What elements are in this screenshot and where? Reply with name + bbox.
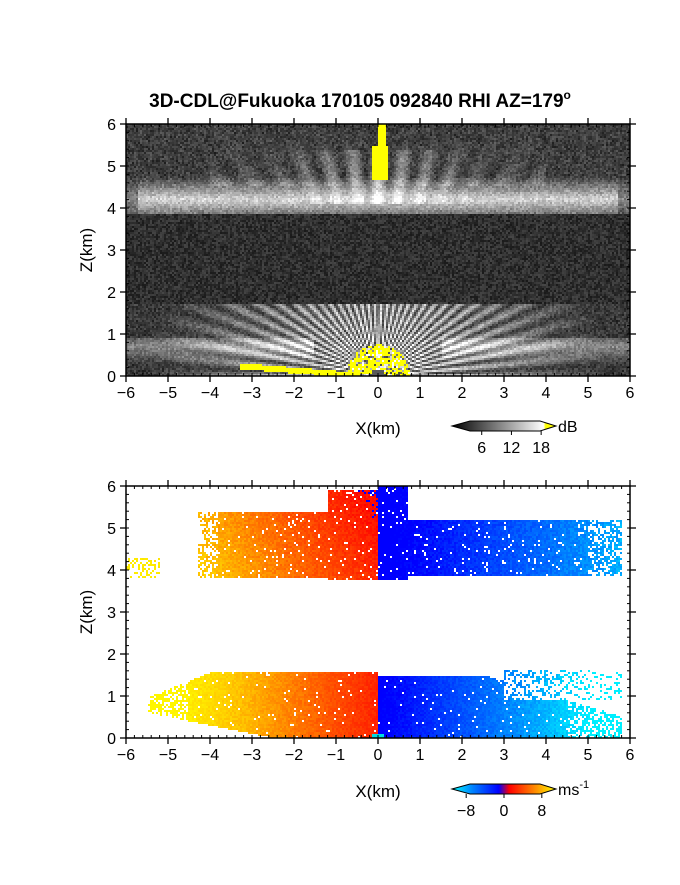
velocity-x-tick-label: −3 bbox=[243, 747, 261, 764]
reflectivity-x-tick-label: −1 bbox=[327, 385, 345, 402]
reflectivity-x-tick-label: 3 bbox=[500, 385, 509, 402]
velocity-y-tick-label: 2 bbox=[107, 647, 116, 664]
reflectivity-x-tick-label: 2 bbox=[458, 385, 467, 402]
velocity-panel: −6 −5 −4 −3 −2 −1 0 1 2 3 4 5 6 0 1 2 3 4 5 6 X(km) Z(km) −… bbox=[77, 479, 636, 820]
velocity-colorbar-tick: 8 bbox=[537, 803, 546, 820]
reflectivity-x-tick-label: 1 bbox=[416, 385, 425, 402]
velocity-y-tick-label: 5 bbox=[107, 521, 116, 538]
reflectivity-image bbox=[126, 124, 630, 376]
velocity-x-tick-label: 4 bbox=[542, 747, 551, 764]
reflectivity-x-tick-label: 0 bbox=[374, 385, 383, 402]
reflectivity-colorbar-unit: dB bbox=[558, 419, 578, 436]
reflectivity-x-tick-label: 5 bbox=[584, 385, 593, 402]
velocity-y-tick-label: 0 bbox=[107, 731, 116, 748]
velocity-x-tick-label: 5 bbox=[584, 747, 593, 764]
velocity-x-tick-label: −4 bbox=[201, 747, 219, 764]
velocity-x-tick-label: −6 bbox=[117, 747, 135, 764]
velocity-xlabel: X(km) bbox=[355, 782, 400, 801]
velocity-colorbar-tick: 0 bbox=[500, 803, 509, 820]
reflectivity-x-tick-label: −6 bbox=[117, 385, 135, 402]
reflectivity-colorbar-tick: 12 bbox=[503, 440, 521, 457]
velocity-ylabel: Z(km) bbox=[77, 590, 96, 634]
reflectivity-x-tick-label: 6 bbox=[626, 385, 635, 402]
reflectivity-x-tick-label: −5 bbox=[159, 385, 177, 402]
velocity-colorbar: −8 0 8 ms-1 bbox=[450, 779, 589, 820]
velocity-x-tick-label: 0 bbox=[374, 747, 383, 764]
reflectivity-x-tick-label: −3 bbox=[243, 385, 261, 402]
reflectivity-x-tick-label: −4 bbox=[201, 385, 219, 402]
velocity-x-tick-label: 1 bbox=[416, 747, 425, 764]
velocity-colorbar-tick: −8 bbox=[457, 803, 475, 820]
velocity-x-tick-label: −2 bbox=[285, 747, 303, 764]
velocity-y-tick-label: 4 bbox=[107, 563, 116, 580]
reflectivity-y-tick-label: 6 bbox=[107, 117, 116, 134]
figure-title: 3D-CDL@Fukuoka 170105 092840 RHI AZ=179o bbox=[149, 88, 571, 112]
velocity-image bbox=[126, 486, 630, 738]
velocity-x-tick-label: −5 bbox=[159, 747, 177, 764]
reflectivity-x-tick-label: −2 bbox=[285, 385, 303, 402]
reflectivity-y-tick-label: 3 bbox=[107, 243, 116, 260]
velocity-colorbar-unit: ms-1 bbox=[558, 779, 589, 799]
reflectivity-x-tick-label: 4 bbox=[542, 385, 551, 402]
reflectivity-y-tick-label: 1 bbox=[107, 327, 116, 344]
reflectivity-xlabel: X(km) bbox=[355, 419, 400, 438]
reflectivity-colorbar-tick: 18 bbox=[532, 440, 550, 457]
velocity-x-tick-label: 6 bbox=[626, 747, 635, 764]
reflectivity-y-tick-label: 2 bbox=[107, 285, 116, 302]
velocity-x-tick-label: −1 bbox=[327, 747, 345, 764]
velocity-y-tick-label: 3 bbox=[107, 605, 116, 622]
reflectivity-ylabel: Z(km) bbox=[77, 228, 96, 272]
reflectivity-y-tick-label: 0 bbox=[107, 369, 116, 386]
velocity-x-tick-label: 3 bbox=[500, 747, 509, 764]
reflectivity-y-tick-label: 4 bbox=[107, 201, 116, 218]
reflectivity-colorbar-tick: 6 bbox=[477, 440, 486, 457]
velocity-y-tick-label: 6 bbox=[107, 479, 116, 496]
velocity-y-tick-label: 1 bbox=[107, 689, 116, 706]
reflectivity-colorbar: 6 12 18 dB bbox=[450, 419, 578, 457]
velocity-x-tick-label: 2 bbox=[458, 747, 467, 764]
reflectivity-y-tick-label: 5 bbox=[107, 159, 116, 176]
